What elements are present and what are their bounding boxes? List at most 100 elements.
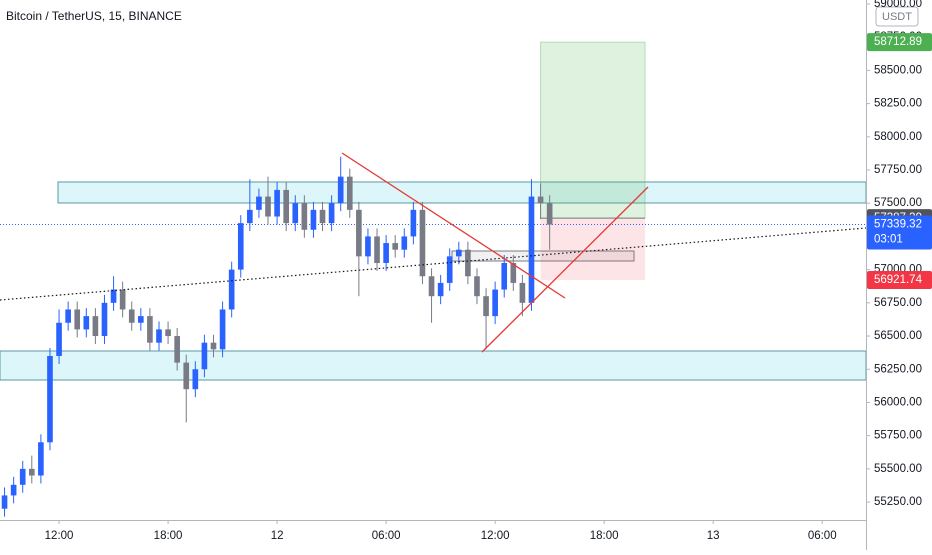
candle-body — [274, 189, 280, 217]
candle-body — [1, 495, 8, 509]
candle-body — [28, 468, 35, 476]
candle-body — [183, 362, 190, 390]
candle-body — [492, 289, 498, 317]
candle-body — [10, 484, 17, 496]
y-tick-label: 56500.00 — [874, 330, 922, 342]
price-badge-label: 56921.74 — [874, 274, 923, 286]
ascending-line — [481, 186, 649, 353]
support-zone — [0, 350, 867, 381]
y-tick-label: 57750.00 — [874, 164, 922, 176]
candle-body — [392, 243, 399, 250]
candle-body — [546, 203, 553, 225]
candle-body — [483, 296, 489, 317]
countdown-label: 03:01 — [874, 234, 903, 246]
candle-body — [174, 336, 180, 363]
x-tick-label: 12 — [271, 530, 284, 542]
candle-body — [465, 249, 471, 277]
y-tick-label: 56000.00 — [874, 396, 922, 408]
y-tick-label: 55750.00 — [874, 430, 922, 442]
range-box — [451, 250, 635, 262]
x-tick-label: 12:00 — [481, 530, 510, 542]
y-tick-label: 55250.00 — [874, 496, 922, 508]
target-zone — [540, 41, 646, 219]
candle-body — [219, 309, 226, 350]
x-tick-label: 13 — [707, 530, 720, 542]
price-badge — [867, 215, 932, 250]
y-tick-label: 59000.00 — [874, 0, 922, 10]
trend-lines — [0, 152, 867, 353]
x-tick-label: 06:00 — [808, 530, 837, 542]
candle-body — [346, 176, 353, 210]
candle-body — [74, 309, 81, 330]
candle-body — [383, 243, 389, 263]
candle-body — [138, 316, 144, 323]
candle-body — [437, 282, 444, 297]
candle-body — [310, 209, 317, 230]
candle-body — [519, 282, 526, 303]
candle-body — [374, 236, 380, 263]
candle-body — [474, 276, 480, 297]
candle-body — [119, 289, 126, 310]
candle-body — [455, 249, 462, 257]
y-tick-label: 58500.00 — [874, 64, 922, 76]
candle-body — [92, 316, 99, 337]
price-badge — [867, 271, 932, 290]
candle-body — [83, 316, 90, 330]
candle-body — [247, 209, 253, 224]
candle-body — [156, 329, 162, 343]
dotted-trend-line — [0, 227, 867, 301]
candle-body — [283, 189, 289, 224]
descending-line — [341, 152, 566, 299]
currency-box[interactable] — [875, 6, 919, 27]
candle-body — [319, 209, 326, 224]
candle-body — [501, 262, 508, 290]
candle-body — [292, 203, 299, 224]
x-tick-label: 18:00 — [590, 530, 619, 542]
candle-body — [419, 209, 426, 277]
y-tick-label: 57500.00 — [874, 197, 922, 209]
y-tick-label: 55500.00 — [874, 463, 922, 475]
price-badge-label: 57339.32 — [874, 219, 922, 231]
candle-body — [537, 196, 544, 204]
plot — [1, 156, 553, 517]
x-tick-label: 18:00 — [154, 530, 183, 542]
candle-body — [337, 176, 344, 204]
candle-body — [128, 309, 135, 323]
y-tick-label: 56250.00 — [874, 363, 922, 375]
candle-body — [56, 322, 62, 356]
candle-body — [265, 196, 271, 217]
y-tick-label: 58250.00 — [874, 98, 922, 110]
candle-body — [410, 209, 417, 237]
price-badge — [867, 33, 932, 52]
y-tick-label: 56750.00 — [874, 297, 922, 309]
candle-body — [328, 203, 335, 224]
candle-body — [192, 369, 199, 390]
candle-body — [228, 269, 235, 310]
candle-body — [38, 442, 44, 476]
candle-body — [528, 196, 535, 303]
chart-title: Bitcoin / TetherUS, 15, BINANCE — [6, 9, 182, 23]
candle-body — [19, 468, 26, 485]
candle-body — [428, 276, 435, 297]
candle-body — [510, 262, 517, 283]
candle-body — [301, 203, 308, 230]
candle-body — [446, 256, 453, 283]
candle-body — [210, 342, 217, 350]
currency-label[interactable]: USDT — [882, 11, 912, 23]
candle-body — [237, 223, 244, 270]
candle-body — [256, 196, 262, 210]
candle-body — [101, 302, 108, 337]
candle-body — [165, 329, 171, 337]
candle-body — [47, 355, 53, 443]
candle-body — [356, 209, 362, 257]
candle-body — [147, 316, 153, 343]
resistance-zone — [57, 181, 867, 204]
candle-body — [401, 236, 408, 250]
candle-body — [65, 309, 71, 323]
x-tick-label: 12:00 — [45, 530, 74, 542]
y-tick-label: 58000.00 — [874, 131, 922, 143]
candle-body — [365, 236, 371, 257]
price-badge-label: 58712.89 — [874, 36, 922, 48]
candle-body — [201, 342, 208, 370]
